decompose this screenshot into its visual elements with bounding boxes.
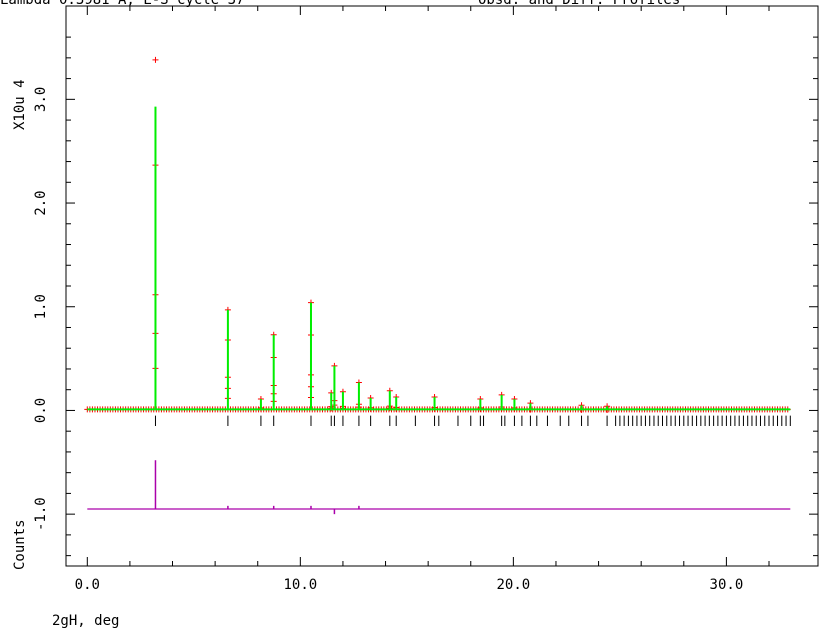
calculated-series bbox=[87, 106, 791, 411]
reflection-tick-marks bbox=[154, 415, 791, 426]
y-tick-label: 0.0 bbox=[33, 398, 49, 423]
y-axis-label: Counts bbox=[12, 519, 28, 570]
observed-series bbox=[84, 56, 791, 413]
obs-peak-point bbox=[152, 56, 159, 63]
y-tick-label: 2.0 bbox=[33, 190, 49, 215]
y-tick-label: -1.0 bbox=[33, 497, 49, 531]
x-tick-label: 20.0 bbox=[497, 577, 531, 593]
chart-title-left: Lambda 0.3981 A, L-S cycle 37 bbox=[0, 0, 244, 8]
chart-title-right: Obsd. and Diff. Profiles bbox=[478, 0, 680, 8]
x-axis: 0.0 10.0 20.0 30.0 bbox=[75, 6, 770, 593]
y-axis-scale-label: X10u 4 bbox=[12, 79, 28, 130]
x-axis-label: 2gH, deg bbox=[52, 613, 119, 629]
plot-frame bbox=[65, 5, 819, 567]
x-tick-label: 0.0 bbox=[75, 577, 100, 593]
difference-series bbox=[87, 460, 791, 515]
y-tick-label: 1.0 bbox=[33, 294, 49, 319]
y-tick-label: 3.0 bbox=[33, 87, 49, 112]
plot-area bbox=[65, 5, 819, 567]
y-axis: -1.0 0.0 1.0 2.0 3.0 bbox=[33, 36, 818, 557]
x-tick-label: 30.0 bbox=[710, 577, 744, 593]
x-tick-label: 10.0 bbox=[283, 577, 317, 593]
